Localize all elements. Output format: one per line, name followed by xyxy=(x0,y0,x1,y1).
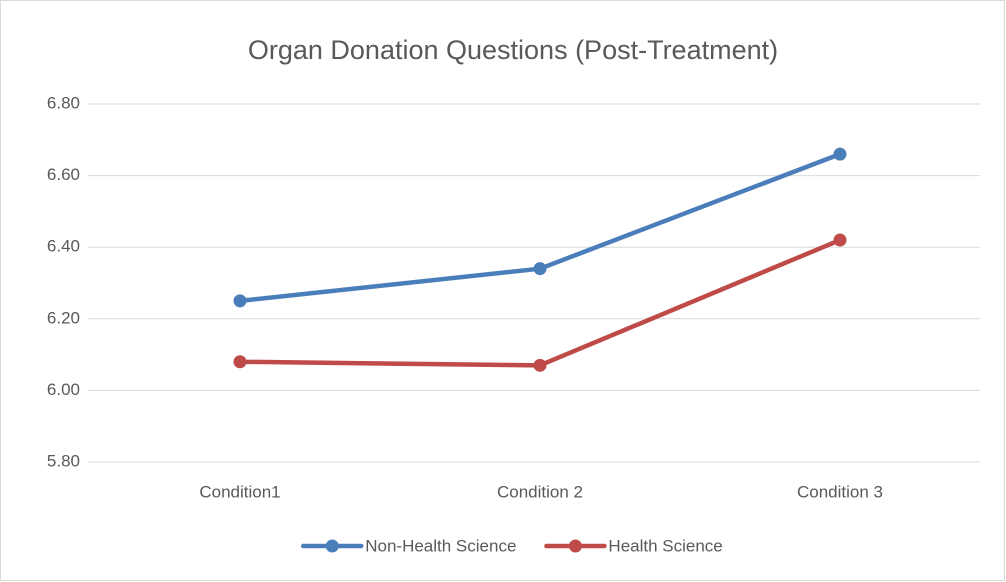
y-tick-label: 6.40 xyxy=(47,237,80,256)
y-tick-label: 6.60 xyxy=(47,165,80,184)
y-tick-label: 6.00 xyxy=(47,380,80,399)
data-point xyxy=(233,355,247,369)
x-tick-label: Condition 3 xyxy=(797,482,883,501)
data-point xyxy=(533,358,547,372)
data-point xyxy=(233,294,247,308)
y-tick-label: 6.20 xyxy=(47,308,80,327)
legend-label: Health Science xyxy=(608,536,722,555)
data-point xyxy=(533,262,547,276)
y-tick-label: 6.80 xyxy=(47,93,80,112)
chart-title: Organ Donation Questions (Post-Treatment… xyxy=(248,35,778,65)
x-tick-label: Condition 2 xyxy=(497,482,583,501)
legend-label: Non-Health Science xyxy=(365,536,516,555)
legend-marker xyxy=(568,539,582,553)
legend-marker xyxy=(325,539,339,553)
data-point xyxy=(833,233,847,247)
data-point xyxy=(833,147,847,161)
x-tick-label: Condition1 xyxy=(199,482,280,501)
y-tick-label: 5.80 xyxy=(47,451,80,470)
